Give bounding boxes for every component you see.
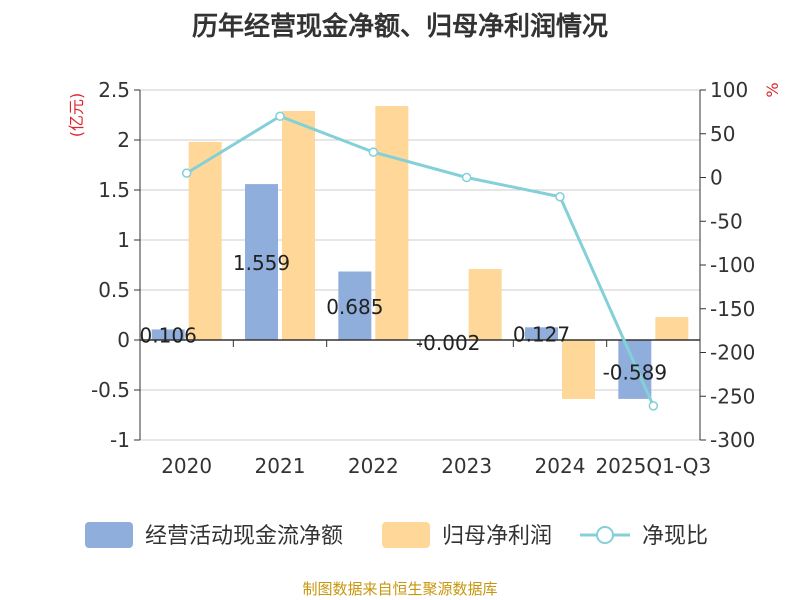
profit-bar <box>282 111 315 340</box>
ratio-point <box>461 172 472 183</box>
ratio-point <box>181 168 192 178</box>
right-tick-label: -200 <box>710 341 755 365</box>
ratio-point <box>275 111 285 121</box>
right-tick-label: -100 <box>710 253 755 277</box>
legend-label-cashflow: 经营活动现金流净额 <box>145 524 343 549</box>
ratio-point <box>648 401 659 411</box>
category-label: 2024 <box>535 454 586 478</box>
profit-bar <box>562 340 595 399</box>
cashflow-data-label: -0.002 <box>416 331 480 355</box>
right-tick-label: 50 <box>710 122 735 146</box>
cashflow-data-label: -0.589 <box>603 360 667 384</box>
profit-bar <box>188 142 222 340</box>
source-note: 制图数据来自恒生聚源数据库 <box>302 580 498 598</box>
ratio-line <box>185 114 655 407</box>
axes <box>139 90 701 440</box>
left-tick-label: 2.5 <box>98 78 130 102</box>
ratio-point <box>368 147 379 157</box>
chart-title: 历年经营现金净额、归母净利润情况 <box>191 12 608 42</box>
profit-bar <box>468 269 502 340</box>
legend-label-profit: 归母净利润 <box>442 524 552 549</box>
profit-bar <box>655 317 689 340</box>
cashflow-bar <box>245 184 278 340</box>
cashflow-data-label: 1.559 <box>233 251 290 275</box>
right-tick-label: 0 <box>710 166 723 190</box>
tick-labels: 2.5 2 1.5 1 0.5 0 -0.5 -1 100 50 0 -50 -100 -150 -200 -… <box>91 78 755 478</box>
right-tick-label: -150 <box>710 297 755 321</box>
right-tick-label: -50 <box>710 209 743 233</box>
right-tick-label: -300 <box>710 428 755 452</box>
profit-bar <box>375 106 409 340</box>
category-label: 2021 <box>255 454 306 478</box>
left-tick-label: 2 <box>117 128 130 152</box>
left-tick-label: 0.5 <box>98 278 130 302</box>
category-label: 2025Q1-Q3 <box>595 454 711 478</box>
legend-swatch-cashflow <box>85 522 133 548</box>
legend-marker-ratio <box>596 526 614 544</box>
right-tick-label: -250 <box>710 384 755 408</box>
legend-swatch-profit <box>382 522 430 548</box>
right-tick-label: 100 <box>710 78 748 102</box>
category-label: 2022 <box>348 454 399 478</box>
left-tick-label: -1 <box>110 428 130 452</box>
right-axis-unit: % <box>763 82 782 97</box>
cashflow-bar <box>151 329 185 340</box>
cashflow-data-label: 0.106 <box>140 324 197 348</box>
left-tick-label: -0.5 <box>91 378 130 402</box>
left-tick-label: 1.5 <box>98 178 130 202</box>
line-series <box>181 111 659 411</box>
left-tick-label: 0 <box>117 328 130 352</box>
cashflow-data-label: 0.127 <box>513 323 570 347</box>
bar-series <box>151 106 689 399</box>
left-tick-label: 1 <box>117 228 130 252</box>
legend-label-ratio: 净现比 <box>642 524 708 549</box>
cashflow-bar <box>525 327 558 340</box>
ratio-point <box>555 192 565 202</box>
cashflow-bar <box>338 271 372 340</box>
category-label: 2020 <box>161 454 212 478</box>
cashflow-data-label: 0.685 <box>326 295 383 319</box>
left-axis-unit: (亿元) <box>67 93 86 138</box>
category-label: 2023 <box>441 454 492 478</box>
data-labels: 0.106 1.559 0.685 -0.002 0.127 -0.589 <box>140 251 668 384</box>
legend: 经营活动现金流净额 归母净利润 净现比 <box>85 522 708 549</box>
